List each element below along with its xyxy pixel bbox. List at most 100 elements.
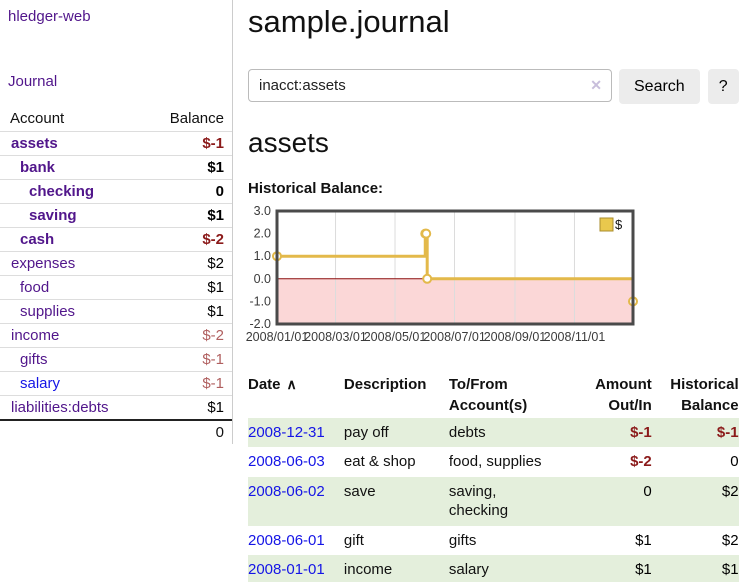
sidebar-account-link[interactable]: saving [29, 207, 77, 224]
transaction-row: 2008-06-02 save saving, checking 0 $2 [248, 476, 739, 526]
account-row: saving $1 [0, 204, 232, 228]
plot-border [275, 209, 635, 326]
y-tick-label: -2.0 [249, 317, 271, 331]
transaction-date-link[interactable]: 2008-12-31 [248, 423, 325, 441]
search-box: ✕ [248, 69, 612, 104]
search-input[interactable] [248, 69, 612, 103]
transaction-date-link[interactable]: 2008-06-02 [248, 482, 325, 500]
sidebar-account-link[interactable]: expenses [11, 255, 76, 272]
x-tick-label: 2008/03/01 [304, 330, 367, 344]
date-column-header[interactable]: Date ∧ [248, 376, 297, 394]
transaction-balance: $-1 [716, 423, 739, 441]
help-button[interactable]: ? [707, 69, 739, 105]
account-row: supplies $1 [0, 300, 232, 324]
transaction-balance: 0 [730, 453, 739, 471]
transaction-date-cell: 2008-12-31 [248, 418, 344, 448]
sidebar-account-link[interactable]: salary [20, 375, 61, 392]
x-tick-label: 2008/05/01 [364, 330, 427, 344]
account-balance: $-1 [202, 375, 224, 392]
transaction-description: eat & shop [343, 453, 416, 471]
account-balance: $-2 [202, 231, 224, 248]
account-row: income $-2 [0, 324, 232, 348]
amount-column-header: Amount Out/In [595, 376, 652, 414]
row-gap [557, 477, 585, 526]
transaction-row: 2008-12-31 pay off debts $-1 $-1 [248, 417, 739, 448]
transaction-description: save [343, 482, 376, 500]
transaction-accounts: debts [448, 423, 486, 441]
transaction-date-link[interactable]: 2008-06-03 [248, 453, 325, 471]
register-table: Date ∧ Description To/From Account(s) Amo… [248, 373, 739, 582]
chart-title: Historical Balance: [248, 180, 384, 198]
y-tick-label: -1.0 [249, 295, 271, 309]
transaction-date-link[interactable]: 2008-01-01 [248, 561, 325, 579]
transaction-amount: $1 [635, 531, 652, 549]
transaction-date-link[interactable]: 2008-06-01 [248, 531, 325, 549]
sidebar-account-link[interactable]: gifts [20, 351, 48, 368]
transaction-balance: $2 [721, 531, 739, 549]
sidebar-account-link[interactable]: bank [20, 159, 56, 176]
sidebar-account-link[interactable]: liabilities:debts [11, 399, 109, 416]
account-balance: $-1 [202, 351, 224, 368]
tofrom-column-header: To/From Account(s) [448, 376, 528, 414]
sidebar-account-link[interactable]: food [20, 279, 50, 296]
row-gap [557, 447, 585, 477]
sidebar-account-link[interactable]: checking [29, 183, 95, 200]
total-spacer [0, 419, 148, 444]
page-title: sample.journal [248, 4, 450, 39]
accounts-header-row: Account Balance [0, 107, 232, 132]
account-row: liabilities:debts $1 [0, 396, 232, 420]
account-column-header: Account [0, 107, 148, 132]
transaction-amount: $1 [635, 561, 652, 579]
row-gap [557, 555, 585, 582]
x-tick-label: 2008/01/01 [246, 330, 309, 344]
account-balance: $2 [207, 255, 224, 272]
account-heading: assets [248, 127, 329, 159]
account-row: gifts $-1 [0, 348, 232, 372]
balance-column-header: Balance [147, 107, 232, 132]
x-tick-label: 2008/07/01 [423, 330, 486, 344]
search-form: ✕ Search ? [248, 69, 739, 105]
clear-search-icon[interactable]: ✕ [590, 77, 602, 94]
sidebar-account-link[interactable]: income [11, 327, 60, 344]
transaction-row: 2008-06-03 eat & shop food, supplies $-2 0 [248, 447, 739, 477]
account-row: salary $-1 [0, 372, 232, 396]
account-balance: $1 [207, 207, 224, 224]
legend-label: $ [615, 217, 623, 232]
transaction-accounts: salary [448, 561, 489, 579]
transaction-accounts: food, supplies [448, 453, 542, 471]
row-gap [557, 526, 585, 556]
account-balance: $1 [207, 159, 224, 176]
transaction-description: pay off [343, 423, 389, 441]
app-title-link[interactable]: hledger-web [8, 8, 91, 25]
sidebar-account-link[interactable]: cash [20, 231, 55, 248]
y-tick-label: 0.0 [254, 272, 271, 286]
y-tick-label: 1.0 [254, 250, 271, 264]
account-row: checking 0 [0, 180, 232, 204]
account-row: cash $-2 [0, 228, 232, 252]
sidebar: hledger-web Journal Account Balance asse… [0, 0, 233, 444]
x-tick-label: 2008/09/01 [484, 330, 547, 344]
row-gap [557, 418, 585, 448]
account-balance: $1 [207, 399, 224, 416]
transaction-date-cell: 2008-06-03 [248, 447, 344, 477]
transaction-amount: 0 [643, 482, 652, 500]
sidebar-item-journal[interactable]: Journal [8, 73, 58, 90]
account-balance: $-1 [202, 135, 224, 152]
account-balance: 0 [215, 183, 224, 200]
account-row: expenses $2 [0, 252, 232, 276]
sort-ascending-icon: ∧ [286, 376, 297, 393]
account-row: bank $1 [0, 156, 232, 180]
account-balance: $1 [207, 303, 224, 320]
data-point-marker [421, 228, 432, 239]
transaction-description: income [343, 561, 393, 579]
transaction-date-cell: 2008-06-02 [248, 477, 344, 526]
sidebar-account-link[interactable]: supplies [20, 303, 76, 320]
sidebar-account-link[interactable]: assets [11, 135, 58, 152]
transaction-accounts: gifts [448, 531, 477, 549]
transaction-description: gift [343, 531, 364, 549]
search-button[interactable]: Search [619, 69, 700, 105]
legend-swatch-icon [599, 217, 614, 232]
y-tick-label: 2.0 [254, 227, 271, 241]
account-row: food $1 [0, 276, 232, 300]
